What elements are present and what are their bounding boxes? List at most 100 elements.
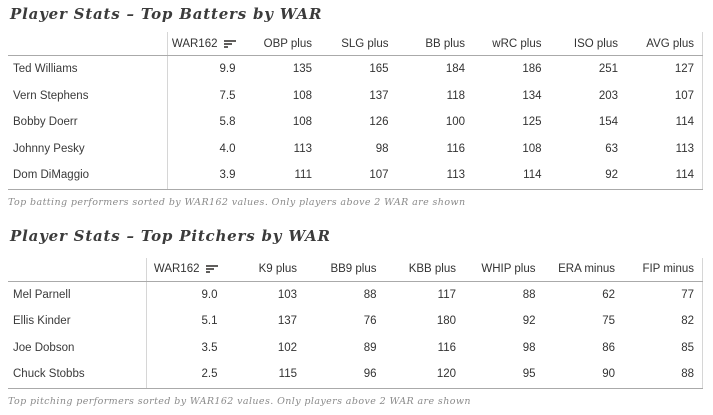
column-header-war162[interactable]: WAR162 <box>145 257 226 282</box>
stat-cell: 125 <box>522 116 542 129</box>
stat-cell: 137 <box>369 89 389 102</box>
stat-cell: 63 <box>605 142 618 155</box>
table-row[interactable]: Johnny Pesky 4.0 113 98 116 108 63 113 <box>8 135 703 162</box>
stat-cell: 100 <box>445 116 465 129</box>
player-name-cell: Mel Parnell <box>13 288 71 301</box>
table-row[interactable]: Joe Dobson 3.5 102 89 116 98 86 85 <box>8 334 703 361</box>
player-name-cell: Chuck Stobbs <box>8 361 146 389</box>
column-header-slg-plus[interactable]: SLG plus <box>320 32 397 56</box>
column-header-label: WAR162 <box>171 37 218 50</box>
stat-cell: 102 <box>277 341 297 354</box>
stat-cell: 165 <box>369 63 389 76</box>
table-row[interactable]: Mel Parnell 9.0 103 88 117 88 62 77 <box>8 281 703 308</box>
stat-cell: 88 <box>623 361 703 389</box>
pitchers-title: Player Stats – Top Pitchers by WAR <box>10 226 331 245</box>
stat-cell: 92 <box>549 162 626 190</box>
column-header-war162[interactable]: WAR162 <box>166 32 244 56</box>
stat-cell: 98 <box>375 142 389 155</box>
batters-header-row: WAR162 OBP plus SLG plus BB plus wRC plu… <box>8 32 703 56</box>
stat-cell: 85 <box>623 334 703 361</box>
stat-cell: 108 <box>522 142 542 155</box>
stat-cell: 88 <box>522 288 536 301</box>
column-header-bb-plus[interactable]: BB plus <box>396 32 473 56</box>
column-header-label: WAR162 <box>153 263 200 275</box>
column-header-era-minus[interactable]: ERA minus <box>543 257 623 282</box>
stat-cell: 90 <box>543 361 623 389</box>
stat-cell: 107 <box>320 162 397 190</box>
stat-cell: 7.5 <box>166 82 244 109</box>
column-header-obp-plus[interactable]: OBP plus <box>243 32 320 56</box>
stat-cell: 103 <box>277 288 297 301</box>
stat-cell: 107 <box>626 82 703 109</box>
stat-cell: 108 <box>292 89 312 102</box>
stat-cell: 111 <box>243 162 320 190</box>
stat-cell: 114 <box>626 109 703 136</box>
pitchers-caption: Top pitching performers sorted by WAR162… <box>8 395 471 407</box>
stat-cell: 135 <box>292 63 312 76</box>
pitchers-table: WAR162 K9 plus BB9 plus KBB plus WHIP pl… <box>8 257 703 389</box>
table-row[interactable]: Dom DiMaggio 3.9 111 107 113 114 92 114 <box>8 162 703 190</box>
stat-cell: 127 <box>626 55 703 83</box>
stat-cell: 118 <box>446 89 465 102</box>
column-header-wrc-plus[interactable]: wRC plus <box>473 32 550 56</box>
column-header-iso-plus[interactable]: ISO plus <box>549 32 626 56</box>
player-name-cell: Vern Stephens <box>13 89 89 102</box>
table-row[interactable]: Bobby Doerr 5.8 108 126 100 125 154 114 <box>8 109 703 136</box>
stat-cell: 116 <box>437 341 456 354</box>
stat-cell: 96 <box>305 361 385 389</box>
stat-cell: 134 <box>522 89 542 102</box>
stat-cell: 2.5 <box>145 361 226 389</box>
stat-cell: 203 <box>598 89 618 102</box>
column-header-avg-plus[interactable]: AVG plus <box>626 32 703 56</box>
stat-cell: 114 <box>473 162 550 190</box>
stat-cell: 184 <box>445 63 465 76</box>
stat-cell: 154 <box>598 116 618 129</box>
stat-cell: 3.5 <box>145 334 226 361</box>
stat-cell: 9.0 <box>145 281 226 308</box>
player-name-cell: Joe Dobson <box>13 341 75 354</box>
player-name-cell: Ellis Kinder <box>13 315 71 328</box>
batters-caption: Top batting performers sorted by WAR162 … <box>8 196 466 208</box>
player-name-cell: Dom DiMaggio <box>8 162 167 190</box>
sort-descending-icon <box>223 39 236 48</box>
stat-cell: 186 <box>522 63 542 76</box>
stat-cell: 137 <box>277 315 297 328</box>
column-header-fip-minus[interactable]: FIP minus <box>623 257 703 282</box>
stat-cell: 98 <box>522 341 536 354</box>
stat-cell: 117 <box>437 288 456 301</box>
stat-cell: 4.0 <box>166 135 244 162</box>
stat-cell: 108 <box>292 116 312 129</box>
stat-cell: 126 <box>369 116 389 129</box>
stat-cell: 115 <box>225 361 305 389</box>
stat-cell: 114 <box>626 162 703 190</box>
column-header-k9-plus[interactable]: K9 plus <box>225 257 305 282</box>
player-column-header[interactable] <box>8 257 146 282</box>
stat-cell: 116 <box>446 142 465 155</box>
sort-descending-icon <box>205 265 218 273</box>
player-name-cell: Ted Williams <box>13 63 78 76</box>
stat-cell: 77 <box>623 281 703 308</box>
stat-cell: 251 <box>598 63 618 76</box>
player-column-header[interactable] <box>8 32 167 56</box>
stat-cell: 3.9 <box>166 162 244 190</box>
column-header-bb9-plus[interactable]: BB9 plus <box>305 257 385 282</box>
column-header-kbb-plus[interactable]: KBB plus <box>384 257 464 282</box>
stat-cell: 9.9 <box>166 55 244 83</box>
table-row[interactable]: Vern Stephens 7.5 108 137 118 134 203 10… <box>8 82 703 109</box>
stat-cell: 75 <box>602 315 615 328</box>
batters-title: Player Stats – Top Batters by WAR <box>10 5 323 23</box>
pitchers-header-row: WAR162 K9 plus BB9 plus KBB plus WHIP pl… <box>8 257 703 282</box>
table-row[interactable]: Ted Williams 9.9 135 165 184 186 251 127 <box>8 55 703 83</box>
player-name-cell: Bobby Doerr <box>13 116 78 129</box>
stat-cell: 89 <box>363 341 377 354</box>
column-header-whip-plus[interactable]: WHIP plus <box>464 257 544 282</box>
stat-cell: 113 <box>626 135 703 162</box>
stat-cell: 113 <box>396 162 473 190</box>
table-row[interactable]: Chuck Stobbs 2.5 115 96 120 95 90 88 <box>8 361 703 389</box>
pitchers-visual: Player Stats – Top Pitchers by WAR WAR16… <box>0 209 713 408</box>
stat-cell: 92 <box>522 315 536 328</box>
table-row[interactable]: Ellis Kinder 5.1 137 76 180 92 75 82 <box>8 308 703 335</box>
player-name-cell: Johnny Pesky <box>13 142 85 155</box>
stat-cell: 95 <box>464 361 544 389</box>
stat-cell: 5.1 <box>145 308 226 335</box>
